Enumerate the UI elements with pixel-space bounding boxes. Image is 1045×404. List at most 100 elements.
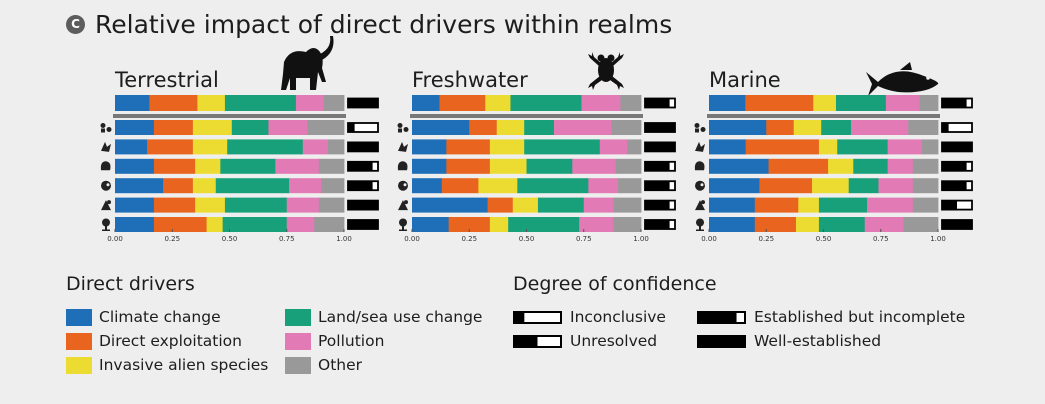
bar-segment-landsea bbox=[524, 139, 601, 155]
confidence-well-established-icon bbox=[347, 219, 379, 230]
realm-title: Marine bbox=[709, 68, 781, 92]
bar-segment-other bbox=[314, 217, 345, 232]
bar-segment-pollution bbox=[286, 217, 315, 232]
bar-segment-landsea bbox=[508, 217, 580, 232]
legend-swatch bbox=[285, 356, 311, 374]
overall-bar bbox=[115, 95, 345, 111]
bar-segment-climate bbox=[115, 120, 155, 135]
bar-segment-climate bbox=[709, 158, 769, 174]
confidence-established-incomplete-icon bbox=[347, 160, 379, 172]
x-tick-label: 0.50 bbox=[519, 235, 535, 243]
bar-segment-invasive bbox=[512, 197, 539, 213]
bar-segment-pollution bbox=[887, 139, 923, 155]
bar-segment-invasive bbox=[489, 139, 525, 155]
bar-segment-landsea bbox=[835, 95, 887, 111]
confidence-inconclusive-icon bbox=[513, 310, 562, 324]
tree-icon bbox=[398, 200, 408, 211]
bar-segment-pollution bbox=[887, 158, 914, 174]
bar-segment-invasive bbox=[489, 158, 527, 174]
confidence-established-incomplete-icon bbox=[697, 310, 746, 324]
confidence-established-incomplete-icon bbox=[941, 180, 973, 192]
bar-segment-pollution bbox=[588, 178, 619, 194]
bar-segment-invasive bbox=[496, 120, 525, 135]
bar-segment-pollution bbox=[289, 178, 322, 194]
tree-icon bbox=[695, 200, 705, 211]
bar-segment-exploitation bbox=[163, 178, 194, 194]
bar-segment-pollution bbox=[275, 158, 320, 174]
nature-contribution-icon bbox=[397, 123, 409, 133]
fish-icon bbox=[866, 62, 939, 96]
legend-item-well-established: Well-established bbox=[697, 331, 881, 351]
bar-segment-pollution bbox=[885, 95, 921, 111]
x-tick-label: 0.25 bbox=[164, 235, 180, 243]
x-tick-label: 0.25 bbox=[758, 235, 774, 243]
legend-item-inconclusive: Inconclusive bbox=[513, 307, 666, 327]
stacked-bar-row bbox=[115, 158, 345, 174]
bar-segment-other bbox=[321, 178, 345, 194]
legend-item-landsea: Land/sea use change bbox=[285, 307, 482, 327]
confidence-well-established-icon bbox=[697, 334, 746, 348]
legend-item-pollution: Pollution bbox=[285, 331, 384, 351]
legend-item-climate: Climate change bbox=[66, 307, 221, 327]
confidence-well-established-icon bbox=[941, 141, 973, 153]
bar-segment-pollution bbox=[268, 120, 308, 135]
bar-segment-exploitation bbox=[745, 95, 814, 111]
bar-segment-landsea bbox=[224, 197, 288, 213]
realm-title: Freshwater bbox=[412, 68, 528, 92]
confidence-established-incomplete-icon bbox=[644, 97, 676, 109]
bar-segment-climate bbox=[709, 139, 747, 155]
bar-segment-landsea bbox=[227, 139, 304, 155]
confidence-established-incomplete-icon bbox=[347, 180, 379, 192]
bar-segment-landsea bbox=[517, 178, 589, 194]
confidence-inconclusive-icon bbox=[347, 122, 379, 133]
bar-segment-climate bbox=[709, 120, 767, 135]
bar-segment-other bbox=[912, 178, 939, 194]
bar-segment-landsea bbox=[818, 197, 868, 213]
bar-segment-other bbox=[908, 120, 939, 135]
bar-segment-pollution bbox=[572, 158, 617, 174]
x-tick-label: 0.00 bbox=[404, 235, 420, 243]
page-title: Relative impact of direct drivers within… bbox=[95, 9, 673, 39]
bar-segment-invasive bbox=[478, 178, 518, 194]
stacked-bar-row bbox=[115, 217, 345, 232]
bar-segment-pollution bbox=[850, 120, 909, 135]
legend-swatch bbox=[66, 356, 92, 374]
x-tick-label: 0.75 bbox=[279, 235, 295, 243]
bar-segment-landsea bbox=[821, 120, 852, 135]
legend-swatch bbox=[66, 332, 92, 350]
frog-icon bbox=[588, 52, 624, 90]
legend-label: Land/sea use change bbox=[318, 308, 483, 326]
legend-label: Direct exploitation bbox=[99, 332, 242, 350]
bar-segment-other bbox=[615, 158, 642, 174]
bar-segment-climate bbox=[412, 217, 450, 232]
bar-segment-landsea bbox=[231, 120, 269, 135]
bar-segment-exploitation bbox=[441, 178, 479, 194]
bar-segment-climate bbox=[412, 197, 488, 213]
bar-segment-landsea bbox=[537, 197, 585, 213]
legend-item-exploitation: Direct exploitation bbox=[66, 331, 242, 351]
bar-segment-climate bbox=[412, 95, 440, 111]
bar-segment-pollution bbox=[295, 95, 324, 111]
bar-segment-other bbox=[307, 120, 345, 135]
bar-segment-invasive bbox=[485, 95, 511, 111]
legend-drivers-title: Direct drivers bbox=[66, 273, 195, 295]
bar-segment-invasive bbox=[813, 95, 837, 111]
confidence-established-incomplete-icon bbox=[644, 199, 676, 211]
bar-segment-exploitation bbox=[149, 95, 198, 111]
legend-confidence-title: Degree of confidence bbox=[513, 273, 717, 295]
stacked-bar-row bbox=[412, 217, 642, 232]
stacked-bar-row bbox=[115, 120, 345, 135]
confidence-unresolved-icon bbox=[941, 199, 973, 211]
x-tick-label: 0.25 bbox=[461, 235, 477, 243]
legend-label: Pollution bbox=[318, 332, 385, 350]
bar-segment-landsea bbox=[853, 158, 889, 174]
bar-segment-landsea bbox=[222, 217, 288, 232]
stacked-bar-row bbox=[115, 178, 345, 194]
legend-item-other: Other bbox=[285, 355, 362, 375]
panel-terrestrial: Terrestrial 0.00 0.25 0.50 0.75 1.00 bbox=[100, 36, 379, 243]
bar-segment-invasive bbox=[195, 158, 221, 174]
bar-segment-landsea bbox=[220, 158, 276, 174]
x-tick-label: 1.00 bbox=[633, 235, 649, 243]
bar-segment-other bbox=[912, 197, 939, 213]
stacked-bar-row bbox=[709, 120, 939, 135]
